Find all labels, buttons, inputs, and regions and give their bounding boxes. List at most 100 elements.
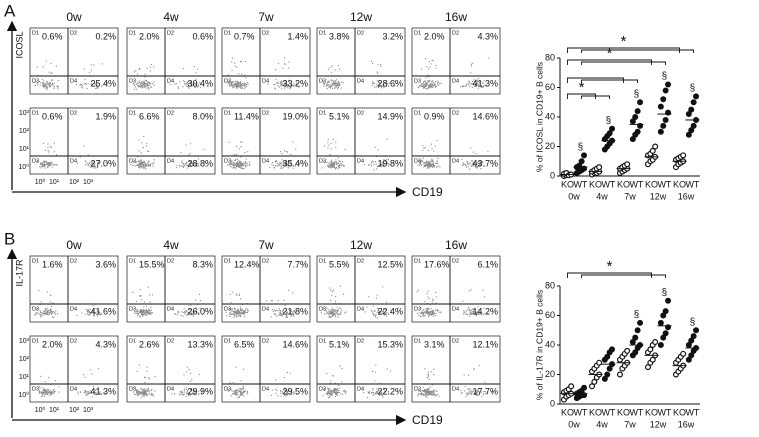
event-dot xyxy=(87,154,89,156)
time-header: 12w xyxy=(350,10,372,24)
event-dot xyxy=(285,83,287,85)
time-header: 0w xyxy=(66,10,82,24)
event-dot xyxy=(427,84,429,86)
event-dot xyxy=(46,307,48,309)
event-dot xyxy=(136,308,138,310)
event-dot xyxy=(290,309,292,311)
event-dot xyxy=(235,86,237,88)
event-dot xyxy=(429,312,431,314)
event-dot xyxy=(141,162,143,164)
event-dot xyxy=(337,81,339,83)
event-dot xyxy=(141,395,143,397)
event-dot xyxy=(423,81,425,83)
event-dot xyxy=(331,294,333,296)
event-dot xyxy=(192,165,194,167)
event-dot xyxy=(335,85,337,87)
event-dot xyxy=(426,66,428,68)
event-dot xyxy=(137,314,139,316)
event-dot xyxy=(463,311,465,313)
event-dot xyxy=(45,391,47,393)
quadrant-name: D3 xyxy=(319,78,326,84)
event-dot xyxy=(108,85,110,87)
event-dot xyxy=(49,390,51,392)
event-dot xyxy=(144,82,146,84)
event-dot xyxy=(330,162,332,164)
event-dot xyxy=(299,163,301,165)
event-dot xyxy=(476,394,478,396)
event-dot xyxy=(388,82,390,84)
event-dot xyxy=(143,312,145,314)
event-dot xyxy=(428,161,430,163)
event-dot xyxy=(336,86,338,88)
event-dot xyxy=(429,393,431,395)
event-dot xyxy=(228,85,230,87)
x-axis-label: CD19 xyxy=(412,413,443,427)
event-dot xyxy=(79,84,81,86)
event-dot xyxy=(475,152,477,154)
wt-point xyxy=(662,116,669,123)
event-dot xyxy=(148,310,150,312)
event-dot xyxy=(94,312,96,314)
event-dot xyxy=(93,165,95,167)
event-dot xyxy=(472,310,474,312)
event-dot xyxy=(286,394,288,396)
event-dot xyxy=(135,389,137,391)
event-dot xyxy=(436,296,438,298)
event-dot xyxy=(281,164,283,166)
event-dot xyxy=(151,294,153,296)
event-dot xyxy=(232,80,234,82)
event-dot xyxy=(39,163,41,165)
event-dot xyxy=(240,312,242,314)
event-dot xyxy=(422,313,424,315)
event-dot xyxy=(41,391,43,393)
event-dot xyxy=(143,390,145,392)
ko-point xyxy=(652,143,659,150)
event-dot xyxy=(431,86,433,88)
event-dot xyxy=(279,81,281,83)
event-dot xyxy=(52,82,54,84)
event-dot xyxy=(88,392,90,394)
event-dot xyxy=(428,312,430,314)
event-dot xyxy=(427,296,429,298)
quadrant-percent: 2.0% xyxy=(139,31,160,41)
event-dot xyxy=(328,166,330,168)
event-dot xyxy=(42,84,44,86)
quadrant-name: D1 xyxy=(319,30,326,36)
quadrant-percent: 2.0% xyxy=(424,31,445,41)
event-dot xyxy=(376,311,378,313)
quadrant-name: D1 xyxy=(32,110,39,116)
event-dot xyxy=(40,163,42,165)
event-dot xyxy=(243,313,245,315)
event-dot xyxy=(42,86,44,88)
event-dot xyxy=(337,388,339,390)
event-dot xyxy=(420,316,422,318)
event-dot xyxy=(235,159,237,161)
event-dot xyxy=(138,311,140,313)
event-dot xyxy=(230,165,232,167)
event-dot xyxy=(133,85,135,87)
event-dot xyxy=(233,162,235,164)
event-dot xyxy=(133,71,135,73)
event-dot xyxy=(135,70,137,72)
event-dot xyxy=(432,165,434,167)
event-dot xyxy=(151,312,153,314)
event-dot xyxy=(139,162,141,164)
event-dot xyxy=(56,164,58,166)
event-dot xyxy=(149,301,151,303)
event-dot xyxy=(143,394,145,396)
event-dot xyxy=(81,87,83,89)
event-dot xyxy=(95,311,97,313)
event-dot xyxy=(249,161,251,163)
event-dot xyxy=(83,83,85,85)
event-dot xyxy=(47,309,49,311)
event-dot xyxy=(372,305,374,307)
event-dot xyxy=(437,83,439,85)
event-dot xyxy=(477,81,479,83)
quadrant-name: D3 xyxy=(414,78,421,84)
quadrant-name: D4 xyxy=(70,386,77,392)
event-dot xyxy=(379,313,381,315)
event-dot xyxy=(193,315,195,317)
